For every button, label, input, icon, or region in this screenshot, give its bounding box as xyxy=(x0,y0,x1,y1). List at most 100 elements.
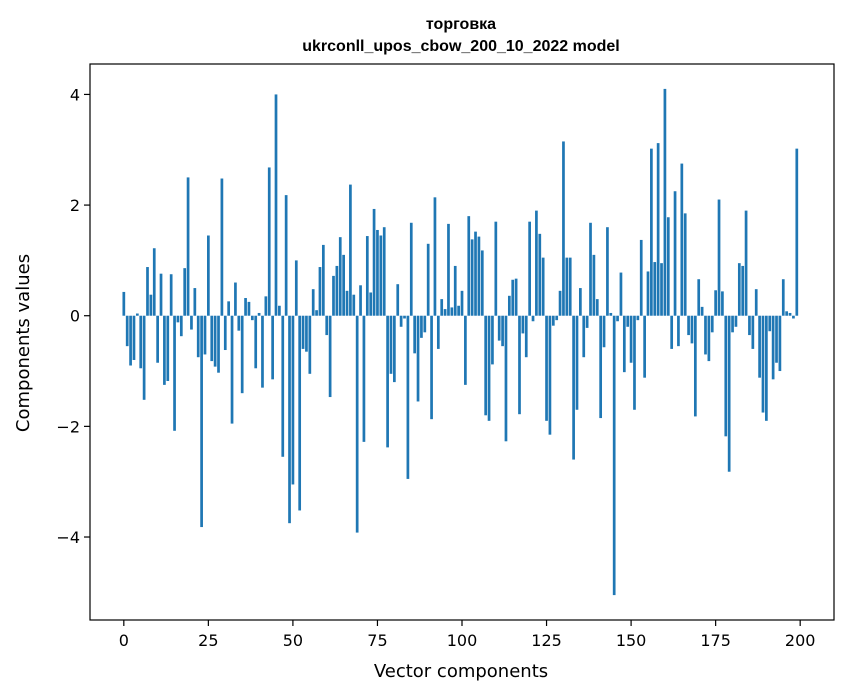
bar-15 xyxy=(173,315,176,431)
bar-69 xyxy=(355,315,359,533)
bar-101 xyxy=(464,315,467,385)
bar-series xyxy=(122,88,799,596)
bar-54 xyxy=(305,315,308,352)
bar-123 xyxy=(538,233,542,316)
bar-135 xyxy=(579,288,582,316)
bar-42 xyxy=(264,296,268,316)
y-tick-label: 0 xyxy=(70,307,80,326)
bar-19 xyxy=(186,177,190,316)
x-tick-label: 75 xyxy=(367,631,387,650)
bar-198 xyxy=(792,315,795,319)
bar-97 xyxy=(450,307,454,316)
bar-64 xyxy=(338,237,342,316)
bar-182 xyxy=(737,263,741,316)
bar-46 xyxy=(278,305,281,316)
bar-192 xyxy=(771,315,775,380)
bar-48 xyxy=(284,195,288,316)
bar-34 xyxy=(237,315,241,331)
bar-157 xyxy=(653,262,657,316)
bar-66 xyxy=(345,290,349,316)
bar-189 xyxy=(761,315,765,413)
bar-23 xyxy=(200,315,203,528)
bar-49 xyxy=(288,315,291,524)
bar-77 xyxy=(382,227,386,316)
bar-67 xyxy=(349,184,352,316)
bar-7 xyxy=(146,267,149,316)
bar-25 xyxy=(207,235,210,316)
bar-155 xyxy=(646,271,650,316)
bar-68 xyxy=(352,294,356,316)
bar-0 xyxy=(122,291,126,316)
bar-141 xyxy=(599,315,603,419)
x-tick-label: 175 xyxy=(700,631,731,650)
bar-5 xyxy=(139,315,143,369)
bar-82 xyxy=(399,315,403,327)
bar-185 xyxy=(748,315,751,336)
bar-12 xyxy=(163,315,166,385)
bar-84 xyxy=(406,315,410,479)
bar-161 xyxy=(666,217,670,316)
x-axis-label: Vector components xyxy=(374,661,548,682)
chart-title: торговка ukrconll_upos_cbow_200_10_2022 … xyxy=(302,16,619,55)
bar-56 xyxy=(311,289,315,316)
bar-87 xyxy=(416,315,420,402)
bar-197 xyxy=(788,312,792,316)
bar-83 xyxy=(403,315,406,319)
x-tick-label: 25 xyxy=(198,631,218,650)
bar-117 xyxy=(518,315,521,415)
bar-98 xyxy=(453,265,457,316)
x-tick-label: 150 xyxy=(616,631,647,650)
x-tick-label: 125 xyxy=(531,631,562,650)
bar-13 xyxy=(166,315,170,381)
bar-175 xyxy=(714,290,717,316)
bar-36 xyxy=(244,298,247,316)
bar-113 xyxy=(504,315,508,442)
bar-109 xyxy=(491,315,494,365)
bar-65 xyxy=(342,254,345,316)
bar-174 xyxy=(710,315,714,333)
bar-50 xyxy=(291,315,295,485)
bar-132 xyxy=(568,257,572,316)
bar-59 xyxy=(321,244,325,316)
bar-190 xyxy=(765,315,768,421)
bar-11 xyxy=(159,273,163,316)
bar-71 xyxy=(362,315,366,442)
bar-92 xyxy=(433,197,437,316)
bar-88 xyxy=(420,315,423,338)
bar-52 xyxy=(298,315,302,511)
bar-95 xyxy=(443,309,447,316)
bar-62 xyxy=(332,275,335,316)
bar-131 xyxy=(565,257,569,316)
bar-194 xyxy=(778,315,782,372)
bar-184 xyxy=(744,210,748,316)
bar-160 xyxy=(663,88,667,316)
bar-167 xyxy=(687,315,690,336)
bar-159 xyxy=(660,263,663,316)
bar-130 xyxy=(562,141,565,316)
bar-122 xyxy=(535,210,538,316)
bar-176 xyxy=(717,199,721,316)
bar-45 xyxy=(274,94,278,316)
bar-127 xyxy=(551,315,555,326)
bar-8 xyxy=(149,294,153,316)
bar-152 xyxy=(636,315,640,321)
bar-140 xyxy=(595,299,599,316)
bar-72 xyxy=(365,236,369,316)
bar-108 xyxy=(487,315,491,421)
bar-173 xyxy=(707,315,711,362)
bar-30 xyxy=(223,315,227,351)
bar-27 xyxy=(213,315,217,367)
bar-147 xyxy=(619,272,623,316)
bar-142 xyxy=(602,315,606,348)
x-tick-label: 0 xyxy=(119,631,129,650)
bar-107 xyxy=(484,315,488,416)
bar-112 xyxy=(501,315,504,347)
plot-area-frame xyxy=(89,63,835,621)
bar-102 xyxy=(467,216,471,316)
bar-104 xyxy=(474,231,477,316)
bar-70 xyxy=(359,285,362,316)
bar-9 xyxy=(152,248,156,316)
chart-title-line1: торговка xyxy=(426,16,496,33)
bar-60 xyxy=(325,315,329,336)
